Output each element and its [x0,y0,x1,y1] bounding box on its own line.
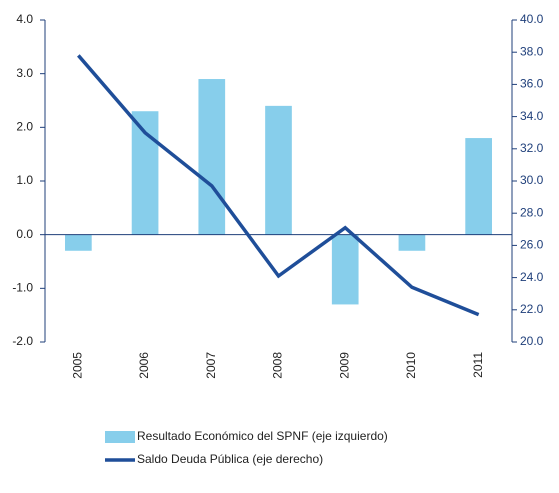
line [77,54,480,317]
y-tick-label: -2.0 [12,334,33,348]
bar [398,234,426,251]
bar [198,79,226,235]
y2-tick-label: 34.0 [520,109,544,123]
y2-tick-label: 22.0 [520,302,544,316]
y2-tick-label: 38.0 [520,44,544,58]
x-tick-label: 2011 [471,352,485,378]
y2-tick-label: 28.0 [520,205,544,219]
y2-tick-label: 32.0 [520,141,544,155]
y-tick-label: 4.0 [16,12,33,26]
y2-tick-label: 30.0 [520,173,544,187]
bar [265,105,292,235]
x-tick-label: 2006 [137,352,151,379]
y-tick-label: 2.0 [16,120,33,134]
legend-label: Resultado Económico del SPNF (eje izquie… [137,429,388,443]
y2-tick-label: 20.0 [520,334,544,348]
bar [131,111,159,235]
x-tick-label: 2007 [204,352,218,379]
x-tick-label: 2010 [404,352,418,379]
x-tick-label: 2009 [337,352,351,379]
bar [331,234,359,305]
bar [65,234,92,251]
y2-tick-label: 26.0 [520,238,544,252]
bar [465,138,492,235]
x-tick-label: 2005 [71,352,85,379]
y2-tick-label: 24.0 [520,270,544,284]
y-tick-label: 0.0 [16,227,33,241]
y-tick-label: 1.0 [16,173,33,187]
legend-label: Saldo Deuda Pública (eje derecho) [137,452,323,466]
x-tick-label: 2008 [271,352,285,379]
legend-swatch [105,431,135,443]
y2-tick-label: 40.0 [520,12,544,26]
y-tick-label: 3.0 [16,66,33,80]
y2-tick-label: 36.0 [520,77,544,91]
y-tick-label: -1.0 [12,281,33,295]
